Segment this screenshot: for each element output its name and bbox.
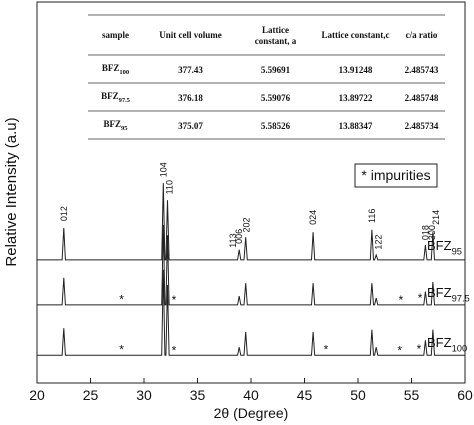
pattern-line xyxy=(37,224,465,306)
peak-label: 024 xyxy=(308,210,318,225)
impurity-mark: * xyxy=(398,293,403,307)
peak-label: 110 xyxy=(165,180,175,194)
series-label: BFZ97.5 xyxy=(427,285,470,304)
table-cell: 375.07 xyxy=(178,121,203,131)
table-cell: BFZ100 xyxy=(102,63,129,76)
impurity-mark: * xyxy=(324,343,329,357)
peak-label: 104 xyxy=(158,162,168,177)
table-cell: 376.18 xyxy=(178,93,203,103)
table-cell: 13.91248 xyxy=(339,65,373,75)
x-tick-label: 40 xyxy=(243,387,259,403)
x-tick-label: 20 xyxy=(29,387,45,403)
impurity-mark: * xyxy=(172,293,177,307)
table-header: Lattice constant, a xyxy=(255,25,297,46)
peak-label: 006 xyxy=(234,229,244,244)
impurity-mark: * xyxy=(119,343,124,357)
table-cell: 2.485743 xyxy=(405,65,439,75)
table-cell: 13.89722 xyxy=(339,93,373,103)
table-cell: 13.88347 xyxy=(339,121,373,131)
impurity-mark: * xyxy=(172,344,177,358)
table-cell: 5.59076 xyxy=(261,93,291,103)
peak-label: 214 xyxy=(431,210,441,225)
table-bg xyxy=(88,15,445,139)
x-tick-label: 45 xyxy=(297,387,313,403)
table-cell: 5.59691 xyxy=(261,65,291,75)
table-header: sample xyxy=(102,30,129,40)
series-label: BFZ95 xyxy=(427,238,462,257)
legend-note: * impurities xyxy=(361,167,430,183)
x-tick-label: 30 xyxy=(136,387,152,403)
x-axis-title: 2θ (Degree) xyxy=(214,405,289,421)
table-cell: 2.485734 xyxy=(405,121,439,131)
x-tick-label: 50 xyxy=(350,387,366,403)
table-cell: 5.58526 xyxy=(261,121,291,131)
impurity-mark: * xyxy=(417,342,422,356)
peak-label: 300 xyxy=(427,225,437,240)
table-cell: BFZ97.5 xyxy=(101,91,130,104)
peak-label: 116 xyxy=(367,209,377,223)
x-tick-label: 55 xyxy=(404,387,420,403)
table-cell: BFZ95 xyxy=(104,119,128,132)
peak-label: 018 xyxy=(420,225,430,240)
table-cell: 377.43 xyxy=(178,65,203,75)
x-tick-label: 25 xyxy=(83,387,99,403)
impurity-mark: * xyxy=(397,344,402,358)
table-header: Unit cell volume xyxy=(159,30,222,40)
x-tick-label: 35 xyxy=(190,387,206,403)
y-axis-title: Relative Intensity (a.u) xyxy=(3,117,20,266)
table: sample Unit cell volume Lattice constant, a… xyxy=(88,14,445,140)
impurity-mark: * xyxy=(119,292,124,306)
pattern-line xyxy=(37,182,465,261)
x-tick-label: 60 xyxy=(457,387,473,403)
peak-label: 202 xyxy=(242,217,252,232)
series-label: BFZ100 xyxy=(427,335,467,354)
peak-label: 122 xyxy=(373,235,383,250)
peak-label: 113 xyxy=(228,233,238,247)
peak-label: 012 xyxy=(59,206,69,221)
table-header: Lattice constant,c xyxy=(322,30,390,40)
table-cell: 2.485748 xyxy=(405,93,439,103)
pattern-line xyxy=(37,269,465,356)
impurity-mark: * xyxy=(418,291,423,305)
table-header: c/a ratio xyxy=(406,30,438,40)
legend-box xyxy=(354,163,438,188)
